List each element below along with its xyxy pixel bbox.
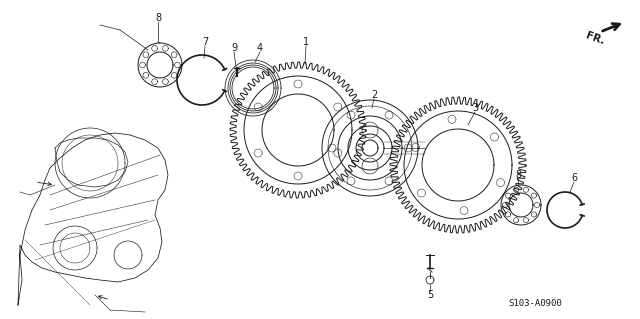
Text: 5: 5 [427,290,433,300]
Text: 2: 2 [371,90,377,100]
Text: 1: 1 [303,37,309,47]
Text: 3: 3 [472,103,478,113]
Text: 7: 7 [202,37,208,47]
Text: 4: 4 [257,43,263,53]
Text: 8: 8 [515,170,521,180]
Text: S103-A0900: S103-A0900 [508,299,562,308]
Text: 8: 8 [155,13,161,23]
Text: 9: 9 [231,43,237,53]
Text: 6: 6 [571,173,577,183]
Text: FR.: FR. [584,30,606,46]
